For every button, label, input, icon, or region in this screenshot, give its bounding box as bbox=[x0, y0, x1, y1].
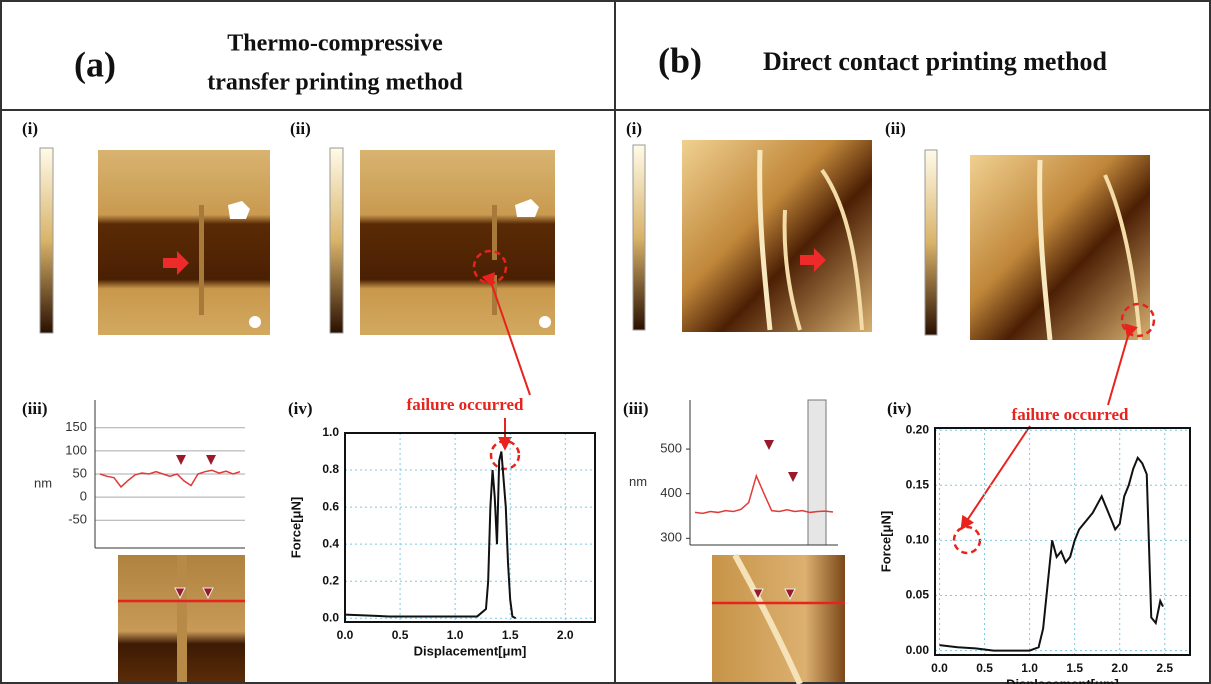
y-tick-label: 0.00 bbox=[906, 643, 930, 657]
y-axis-label: Force[μN] bbox=[878, 511, 893, 572]
x-tick-label: 1.5 bbox=[1066, 661, 1083, 675]
x-tick-label: 0.0 bbox=[931, 661, 948, 675]
x-tick-label: 1.0 bbox=[1021, 661, 1038, 675]
subpanel-label: (iv) bbox=[288, 399, 313, 418]
subpanel-label: (i) bbox=[22, 119, 38, 138]
afm-image bbox=[632, 140, 872, 332]
y-tick-label: 0.2 bbox=[322, 573, 339, 587]
force-curve bbox=[344, 451, 517, 620]
subpanel-label: (iv) bbox=[887, 399, 912, 418]
y-tick-label: 400 bbox=[660, 485, 682, 500]
y-tick-label: 0 bbox=[80, 489, 87, 504]
y-tick-label: 0.0 bbox=[322, 610, 339, 624]
y-tick-label: 0.05 bbox=[906, 588, 930, 602]
x-tick-label: 0.5 bbox=[392, 628, 409, 642]
y-axis-label: Force[μN] bbox=[288, 497, 303, 558]
subpanel-label: (iii) bbox=[623, 399, 649, 418]
panel-title: Thermo-compressive bbox=[227, 31, 443, 57]
subpanel-label: (ii) bbox=[885, 119, 906, 138]
y-tick-label: 0.15 bbox=[906, 477, 930, 491]
force-curve bbox=[939, 455, 1164, 652]
subpanel-label: (ii) bbox=[290, 119, 311, 138]
y-tick-label: 0.6 bbox=[322, 499, 339, 513]
x-tick-label: 2.0 bbox=[1111, 661, 1128, 675]
panel-title: Direct contact printing method bbox=[763, 47, 1108, 76]
profile-line bbox=[694, 473, 834, 515]
zoom-inset bbox=[118, 555, 245, 682]
afm-image bbox=[329, 147, 555, 396]
y-tick-label: 500 bbox=[660, 441, 682, 456]
profile-marker bbox=[176, 455, 216, 465]
y-axis-label: nm bbox=[629, 474, 647, 489]
y-tick-label: 150 bbox=[65, 419, 87, 434]
y-axis-label: nm bbox=[34, 475, 52, 490]
annotation: failure occurred bbox=[1012, 405, 1129, 424]
y-tick-label: 300 bbox=[660, 530, 682, 545]
panel-title: transfer printing method bbox=[207, 70, 463, 96]
zoom-inset bbox=[712, 553, 845, 684]
profile-line bbox=[99, 469, 241, 489]
afm-image bbox=[924, 149, 1156, 406]
subpanel-label: (i) bbox=[626, 119, 642, 138]
x-axis-label: Displacement[μm] bbox=[1006, 676, 1119, 684]
profile-marker bbox=[764, 440, 798, 482]
annotation: failure occurred bbox=[407, 395, 524, 414]
x-tick-label: 1.5 bbox=[502, 628, 519, 642]
subpanel-label: (iii) bbox=[22, 399, 48, 418]
y-tick-label: 0.8 bbox=[322, 462, 339, 476]
y-tick-label: 100 bbox=[65, 442, 87, 457]
arrow bbox=[960, 425, 1031, 531]
x-tick-label: 0.0 bbox=[337, 628, 354, 642]
x-axis-label: Displacement[μm] bbox=[414, 643, 527, 658]
y-tick-label: 50 bbox=[73, 465, 87, 480]
x-tick-label: 2.5 bbox=[1156, 661, 1173, 675]
afm-image bbox=[39, 147, 270, 335]
plot-frame bbox=[344, 432, 596, 623]
panel-label: (b) bbox=[658, 40, 702, 80]
y-tick-label: 0.10 bbox=[906, 533, 930, 547]
highlight bbox=[489, 439, 521, 471]
y-tick-label: 1.0 bbox=[322, 425, 339, 439]
plot-frame bbox=[934, 427, 1191, 656]
y-tick-label: 0.20 bbox=[906, 422, 930, 436]
profile-cursor bbox=[807, 399, 827, 546]
x-tick-label: 1.0 bbox=[447, 628, 464, 642]
x-tick-label: 0.5 bbox=[976, 661, 993, 675]
y-tick-label: 0.4 bbox=[322, 536, 339, 550]
y-tick-label: -50 bbox=[68, 512, 87, 527]
x-tick-label: 2.0 bbox=[557, 628, 574, 642]
panel-label: (a) bbox=[74, 44, 116, 84]
